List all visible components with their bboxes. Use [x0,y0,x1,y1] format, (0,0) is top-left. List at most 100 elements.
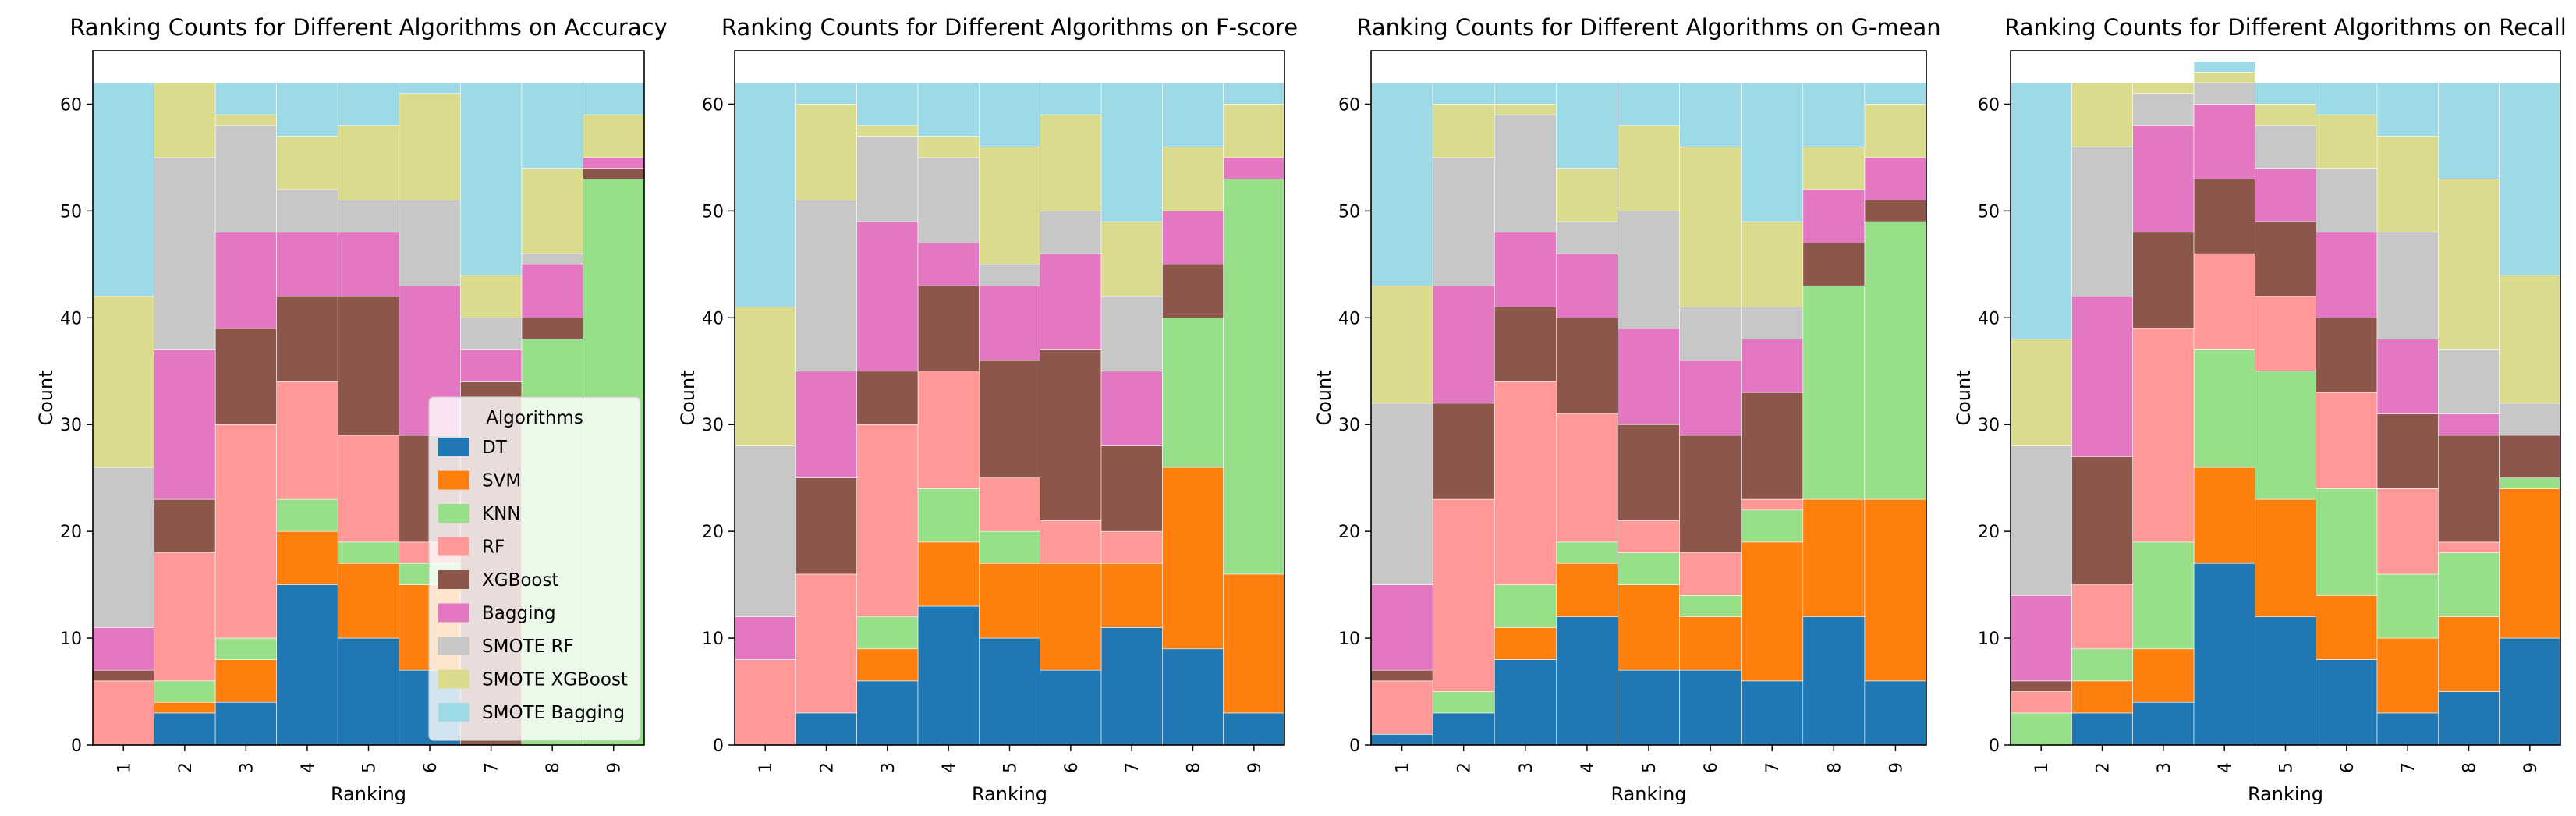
y-tick-label: 10 [60,630,82,649]
y-tick-label: 60 [702,95,724,115]
bar-bagging-rank-2 [1432,285,1495,404]
bar-rf-rank-1 [734,659,796,746]
bar-xgboost-rank-4 [2193,179,2255,254]
bar-knn-rank-4 [2193,349,2255,468]
bar-dt-rank-5 [337,637,400,746]
bar-smote-xgboost-rank-1 [2010,339,2072,446]
y-axis-label: Count [1953,370,1975,425]
bar-smote-rf-rank-9 [2499,403,2561,436]
bar-smote-xgboost-rank-4 [1556,168,1618,222]
chart-panel-2: 0 10 20 30 40 50 60 1 2 3 4 5 6 7 8 9 Ranking Counts for… [677,14,1298,805]
bar-svm-rank-8 [1802,498,1866,617]
bar-smote-xgboost-rank-1 [1370,285,1433,404]
bar-smote-bagging-rank-7 [460,82,523,275]
bar-smote-xgboost-rank-8 [521,168,583,254]
bar-dt-rank-9 [1864,680,1927,746]
x-tick-label: 1 [1394,762,1413,773]
bar-bagging-rank-2 [2071,296,2133,457]
bar-smote-rf-rank-6 [399,200,461,286]
bar-smote-bagging-rank-5 [979,82,1040,147]
bar-knn-rank-2 [1432,691,1495,714]
bar-smote-rf-rank-2 [795,200,857,372]
bar-bagging-rank-6 [2316,232,2378,318]
legend-swatch [438,637,469,655]
bar-smote-xgboost-rank-4 [2193,72,2255,83]
x-tick-label: 6 [421,762,441,773]
bar-rf-rank-6 [1679,552,1742,596]
bar-smote-xgboost-rank-9 [1864,104,1927,158]
legend-label: KNN [482,504,521,524]
bar-smote-rf-rank-3 [1494,114,1557,233]
bar-xgboost-rank-2 [795,477,857,575]
y-tick-label: 50 [1338,202,1360,222]
bar-svm-rank-5 [979,562,1040,639]
bar-bagging-rank-4 [276,232,338,297]
bar-bagging-rank-3 [1494,232,1557,307]
bar-bagging-rank-9 [583,157,645,169]
x-tick-label: 9 [1245,762,1265,773]
bar-smote-xgboost-rank-9 [583,114,645,158]
bar-dt-rank-3 [1494,659,1557,746]
bar-svm-rank-6 [2316,595,2378,660]
bar-knn-rank-3 [2132,541,2195,650]
bar-xgboost-rank-1 [2010,680,2072,692]
bar-bagging-rank-8 [2438,413,2500,436]
bar-smote-bagging-rank-3 [1494,82,1557,105]
bar-smote-rf-rank-7 [1100,296,1163,372]
y-tick-label: 20 [1978,523,2000,542]
bar-xgboost-rank-7 [2376,413,2439,489]
bar-svm-rank-7 [2376,637,2439,714]
bar-rf-rank-1 [1370,680,1433,735]
bar-smote-xgboost-rank-5 [2255,104,2316,126]
x-tick-label: 8 [1825,762,1844,773]
bar-bagging-rank-5 [337,232,400,297]
bar-knn-rank-3 [856,616,919,650]
bar-rf-rank-4 [2193,253,2255,350]
bar-bagging-rank-1 [92,627,154,671]
bar-bagging-rank-8 [1802,189,1866,243]
bar-knn-rank-9 [1223,179,1285,575]
bar-smote-xgboost-rank-5 [979,146,1040,265]
bar-knn-rank-7 [2376,573,2439,639]
bar-smote-xgboost-rank-4 [276,136,338,190]
bar-smote-bagging-rank-8 [2438,82,2500,179]
y-tick-label: 30 [1338,416,1360,435]
bar-svm-rank-4 [276,530,338,585]
x-tick-label: 2 [1455,762,1475,773]
y-tick-label: 30 [702,416,724,435]
y-tick-label: 50 [702,202,724,222]
bar-bagging-rank-8 [1162,211,1224,265]
bar-svm-rank-4 [917,541,980,607]
bar-knn-rank-1 [2010,712,2072,746]
bar-svm-rank-2 [154,701,216,714]
bar-svm-rank-9 [1864,498,1927,682]
bar-smote-bagging-rank-4 [276,82,338,137]
bar-smote-xgboost-rank-6 [1040,114,1102,211]
bar-bagging-rank-7 [1100,371,1163,446]
x-tick-label: 5 [2277,762,2297,773]
bar-smote-xgboost-rank-1 [734,307,796,446]
x-tick-label: 8 [2461,762,2480,773]
legend-label: SMOTE RF [482,637,574,657]
bar-xgboost-rank-3 [2132,232,2195,329]
bar-rf-rank-5 [1618,520,1680,553]
bar-smote-rf-rank-4 [917,157,980,243]
bar-smote-bagging-rank-3 [214,82,277,115]
x-tick-label: 7 [1123,762,1143,773]
bar-smote-xgboost-rank-4 [917,136,980,158]
bar-dt-rank-3 [856,680,919,746]
bar-xgboost-rank-5 [1618,424,1680,521]
bar-dt-rank-7 [1741,680,1804,746]
bar-smote-xgboost-rank-5 [337,125,400,200]
x-tick-label: 4 [299,762,318,773]
x-tick-label: 3 [237,762,257,773]
bar-smote-rf-rank-6 [2316,168,2378,233]
chart-title: Ranking Counts for Different Algorithms … [1356,14,1940,41]
x-tick-label: 4 [940,762,959,773]
bar-smote-rf-rank-5 [337,200,400,233]
x-tick-label: 9 [2521,762,2541,773]
bar-dt-rank-8 [1802,616,1866,746]
bar-smote-bagging-rank-1 [92,82,154,297]
bar-smote-rf-rank-2 [2071,146,2133,297]
bar-smote-rf-rank-1 [1370,403,1433,585]
